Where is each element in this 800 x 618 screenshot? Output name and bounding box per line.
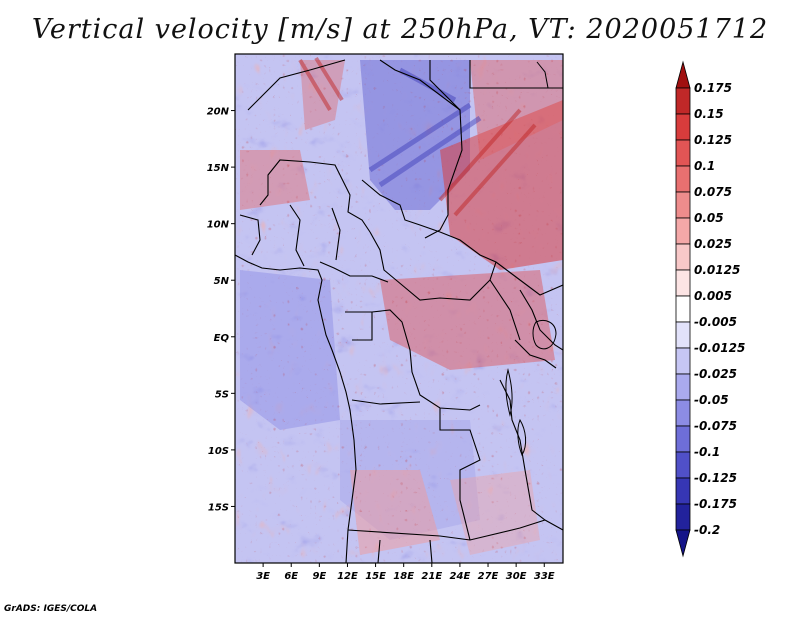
x-tick-label: 30E <box>506 571 527 582</box>
colorbar-label: -0.1 <box>694 445 720 459</box>
colorbar-swatch <box>675 191 691 219</box>
colorbar-swatch <box>675 217 691 245</box>
colorbar-swatch <box>675 399 691 427</box>
colorbar-swatch <box>675 529 691 558</box>
colorbar-swatch <box>675 87 691 115</box>
colorbar-swatch <box>675 477 691 505</box>
colorbar-swatch <box>675 113 691 141</box>
x-tick-label: 33E <box>534 571 555 582</box>
y-tick-label: 5S <box>215 389 229 400</box>
colorbar-swatch <box>675 451 691 479</box>
colorbar-swatch <box>675 269 691 297</box>
colorbar-label: -0.075 <box>694 419 737 433</box>
heatmap-field <box>235 54 563 563</box>
x-tick-label: 21E <box>421 571 442 582</box>
y-tick-label: 15S <box>208 502 229 513</box>
country-borders <box>235 59 563 563</box>
plot-frame <box>234 53 564 564</box>
x-tick-label: 27E <box>478 571 499 582</box>
colorbar-swatch <box>675 139 691 167</box>
colorbar-label: 0.15 <box>694 107 724 121</box>
colorbar-label: -0.175 <box>694 497 737 511</box>
colorbar-label: 0.025 <box>694 237 732 251</box>
colorbar-label: 0.1 <box>694 159 715 173</box>
y-tick-label: 5N <box>214 276 230 287</box>
colorbar-swatch <box>675 243 691 271</box>
colorbar-swatch <box>675 373 691 401</box>
x-tick-label: 24E <box>450 571 471 582</box>
x-tick-label: 18E <box>393 571 414 582</box>
y-tick-label: EQ <box>214 333 230 344</box>
y-axis: 20N 15N 10N 5N EQ 5S 10S 15S <box>207 107 235 513</box>
x-tick-label: 15E <box>365 571 386 582</box>
y-tick-label: 20N <box>207 107 230 118</box>
colorbar-swatch <box>675 321 691 349</box>
colorbar-label: -0.05 <box>694 393 729 407</box>
x-tick-label: 12E <box>337 571 358 582</box>
x-axis: 3E 6E 9E 12E 15E 18E 21E 24E 27E 30E 33E <box>256 563 555 582</box>
x-tick-label: 9E <box>312 571 326 582</box>
colorbar-label: -0.0125 <box>694 341 745 355</box>
colorbar-swatch <box>675 295 691 323</box>
colorbar-swatch <box>675 165 691 193</box>
colorbar-label: 0.125 <box>694 133 732 147</box>
colorbar-label: 0.075 <box>694 185 732 199</box>
colorbar-swatch <box>675 503 691 531</box>
grads-credit: GrADS: IGES/COLA <box>4 604 98 614</box>
colorbar-label: 0.175 <box>694 81 732 95</box>
colorbar-label: -0.005 <box>694 315 737 329</box>
colorbar-label: 0.05 <box>694 211 724 225</box>
colorbar-label: -0.2 <box>694 523 720 537</box>
colorbar-label: 0.0125 <box>694 263 740 277</box>
chart-title: Vertical velocity [m/s] at 250hPa, VT: 2… <box>31 14 769 45</box>
y-tick-label: 10S <box>208 446 229 457</box>
colorbar-label: -0.025 <box>694 367 737 381</box>
y-tick-label: 10N <box>207 220 230 231</box>
x-tick-label: 6E <box>284 571 298 582</box>
x-tick-label: 3E <box>256 571 270 582</box>
y-tick-label: 15N <box>207 163 230 174</box>
colorbar-label: 0.005 <box>694 289 732 303</box>
colorbar-label: -0.125 <box>694 471 737 485</box>
colorbar: 0.175 0.15 0.125 0.1 0.075 0.05 0.025 0.0125 0.0… <box>675 60 745 558</box>
colorbar-swatch <box>675 60 691 89</box>
colorbar-swatch <box>675 347 691 375</box>
colorbar-swatch <box>675 425 691 453</box>
